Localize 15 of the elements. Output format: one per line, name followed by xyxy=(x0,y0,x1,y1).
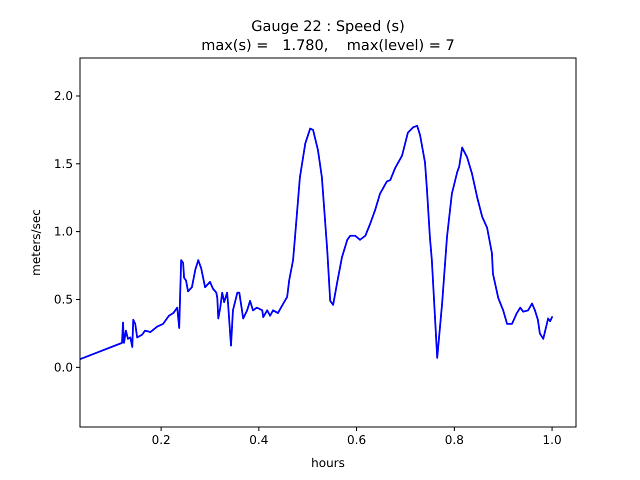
x-tick-label: 1.0 xyxy=(542,433,562,447)
y-tick-label: 1.5 xyxy=(54,156,73,171)
y-tick-label: 1.0 xyxy=(54,224,73,239)
line-series xyxy=(80,124,553,360)
x-axis-title: hours xyxy=(311,456,345,470)
x-tick-label: 0.8 xyxy=(444,433,464,447)
y-axis-title: meters/sec xyxy=(29,209,43,276)
y-tick-label: 0.0 xyxy=(54,360,73,374)
chart-title: Gauge 22 : Speed (s) xyxy=(251,19,405,35)
y-tick-label: 2.0 xyxy=(54,88,73,103)
y-tick-label: 0.5 xyxy=(54,292,73,306)
x-tick-label: 0.6 xyxy=(347,433,366,447)
x-tick-label: 0.4 xyxy=(249,433,268,447)
chart-subtitle: max(s) = 1.780, max(level) = 7 xyxy=(201,38,455,54)
x-tick-label: 0.2 xyxy=(152,433,171,447)
